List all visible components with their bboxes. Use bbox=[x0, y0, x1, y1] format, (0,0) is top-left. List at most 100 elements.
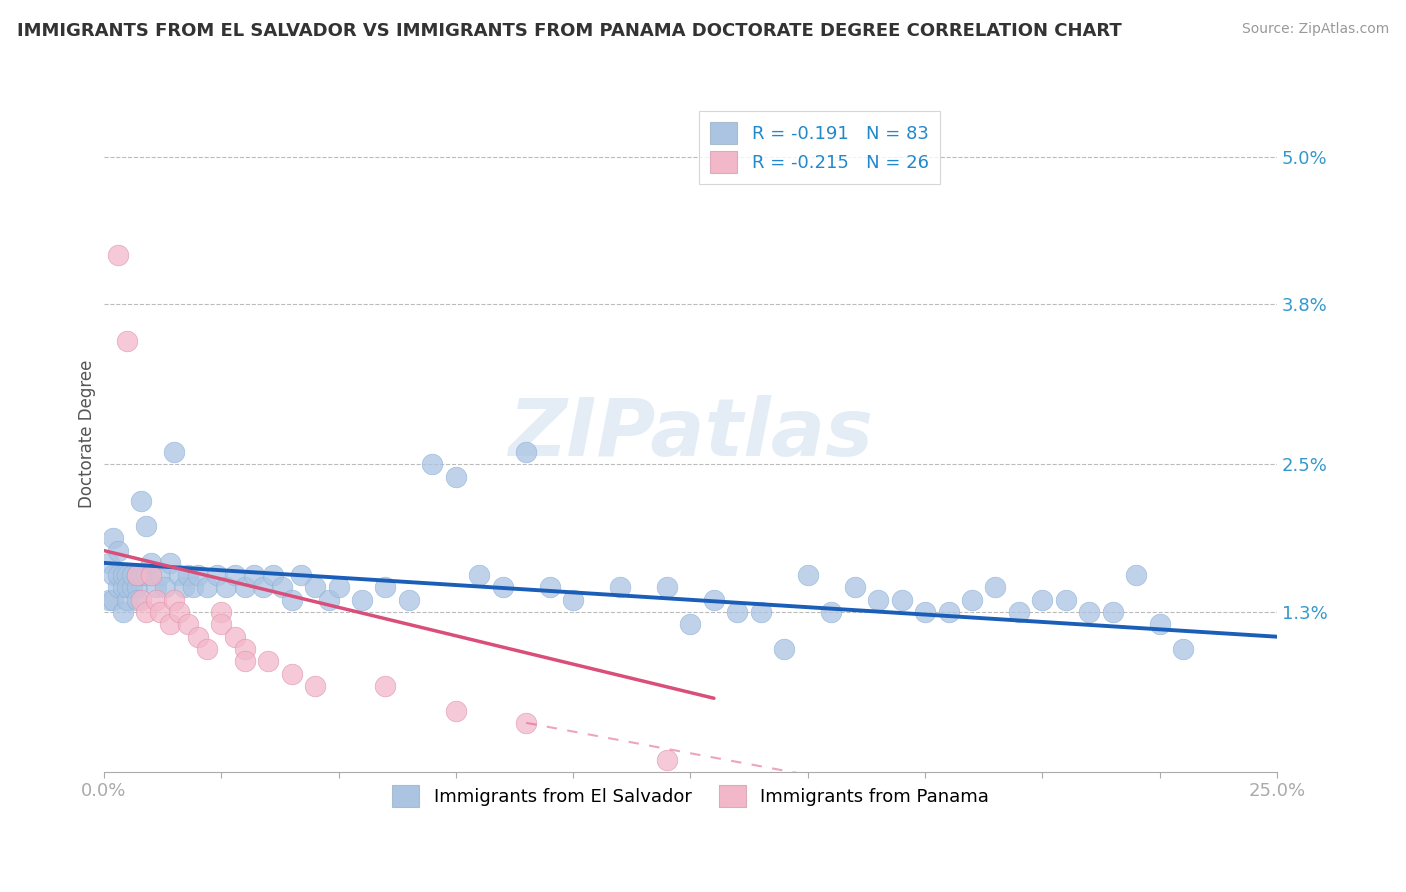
Point bbox=[562, 592, 585, 607]
Point bbox=[163, 445, 186, 459]
Point bbox=[938, 605, 960, 619]
Point bbox=[131, 494, 153, 508]
Point bbox=[195, 642, 218, 657]
Text: Source: ZipAtlas.com: Source: ZipAtlas.com bbox=[1241, 22, 1389, 37]
Point bbox=[984, 581, 1007, 595]
Point bbox=[103, 531, 125, 545]
Y-axis label: Doctorate Degree: Doctorate Degree bbox=[79, 359, 96, 508]
Point bbox=[139, 568, 162, 582]
Point bbox=[125, 592, 148, 607]
Point bbox=[444, 704, 467, 718]
Point bbox=[224, 568, 246, 582]
Point bbox=[103, 568, 125, 582]
Point bbox=[149, 605, 172, 619]
Point bbox=[97, 592, 120, 607]
Text: ZIPatlas: ZIPatlas bbox=[508, 394, 873, 473]
Point bbox=[177, 617, 200, 632]
Point bbox=[515, 445, 537, 459]
Point bbox=[135, 568, 157, 582]
Point bbox=[1173, 642, 1195, 657]
Point bbox=[224, 630, 246, 644]
Point bbox=[131, 568, 153, 582]
Point bbox=[233, 581, 256, 595]
Point bbox=[121, 581, 143, 595]
Point bbox=[117, 334, 139, 349]
Point bbox=[280, 666, 302, 681]
Legend: Immigrants from El Salvador, Immigrants from Panama: Immigrants from El Salvador, Immigrants … bbox=[385, 777, 995, 814]
Point bbox=[749, 605, 772, 619]
Point bbox=[125, 581, 148, 595]
Point bbox=[145, 581, 167, 595]
Point bbox=[205, 568, 228, 582]
Point bbox=[304, 581, 326, 595]
Point bbox=[515, 715, 537, 730]
Point bbox=[125, 568, 148, 582]
Point bbox=[117, 568, 139, 582]
Point bbox=[1031, 592, 1053, 607]
Point bbox=[868, 592, 890, 607]
Point bbox=[655, 581, 678, 595]
Point bbox=[125, 568, 148, 582]
Point bbox=[914, 605, 936, 619]
Point bbox=[538, 581, 561, 595]
Point bbox=[679, 617, 702, 632]
Point bbox=[960, 592, 983, 607]
Point bbox=[159, 617, 181, 632]
Point bbox=[243, 568, 266, 582]
Point bbox=[1054, 592, 1077, 607]
Point bbox=[111, 605, 134, 619]
Point bbox=[209, 605, 232, 619]
Point bbox=[703, 592, 725, 607]
Point bbox=[725, 605, 748, 619]
Point bbox=[773, 642, 796, 657]
Point bbox=[187, 630, 209, 644]
Point bbox=[444, 469, 467, 483]
Point bbox=[167, 568, 190, 582]
Point bbox=[111, 581, 134, 595]
Point bbox=[1078, 605, 1101, 619]
Text: IMMIGRANTS FROM EL SALVADOR VS IMMIGRANTS FROM PANAMA DOCTORATE DEGREE CORRELATI: IMMIGRANTS FROM EL SALVADOR VS IMMIGRANT… bbox=[17, 22, 1122, 40]
Point bbox=[187, 568, 209, 582]
Point bbox=[374, 679, 396, 693]
Point bbox=[177, 568, 200, 582]
Point bbox=[107, 248, 129, 262]
Point bbox=[135, 519, 157, 533]
Point bbox=[797, 568, 820, 582]
Point bbox=[233, 654, 256, 668]
Point bbox=[111, 568, 134, 582]
Point bbox=[107, 543, 129, 558]
Point bbox=[280, 592, 302, 607]
Point bbox=[271, 581, 294, 595]
Point bbox=[97, 556, 120, 570]
Point bbox=[103, 592, 125, 607]
Point bbox=[398, 592, 420, 607]
Point bbox=[181, 581, 204, 595]
Point bbox=[121, 568, 143, 582]
Point bbox=[257, 654, 280, 668]
Point bbox=[609, 581, 631, 595]
Point bbox=[304, 679, 326, 693]
Point bbox=[262, 568, 284, 582]
Point bbox=[145, 592, 167, 607]
Point bbox=[1149, 617, 1171, 632]
Point bbox=[655, 753, 678, 767]
Point bbox=[173, 581, 195, 595]
Point bbox=[350, 592, 373, 607]
Point bbox=[167, 605, 190, 619]
Point bbox=[422, 458, 444, 472]
Point bbox=[890, 592, 912, 607]
Point bbox=[131, 592, 153, 607]
Point bbox=[318, 592, 340, 607]
Point bbox=[159, 556, 181, 570]
Point bbox=[209, 617, 232, 632]
Point bbox=[149, 568, 172, 582]
Point bbox=[135, 605, 157, 619]
Point bbox=[107, 581, 129, 595]
Point bbox=[107, 568, 129, 582]
Point bbox=[233, 642, 256, 657]
Point bbox=[1008, 605, 1031, 619]
Point bbox=[139, 556, 162, 570]
Point bbox=[492, 581, 515, 595]
Point bbox=[328, 581, 350, 595]
Point bbox=[374, 581, 396, 595]
